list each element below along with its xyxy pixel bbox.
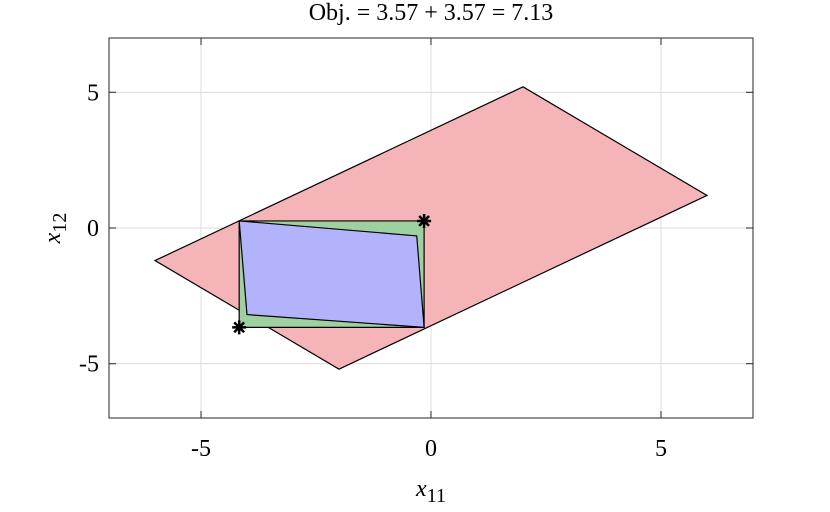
y-axis-label: x12	[40, 213, 71, 245]
star-marker	[232, 320, 247, 335]
x-axis-label-sub: 11	[427, 485, 446, 507]
x-tick-label: 0	[425, 436, 437, 462]
y-tick-label: -5	[79, 352, 99, 378]
y-tick-label: 5	[87, 80, 99, 106]
y-tick-label: 0	[87, 216, 99, 242]
x-axis-label: x11	[415, 476, 446, 507]
x-tick-label: 5	[655, 436, 667, 462]
chart-title: Obj. = 3.57 + 3.57 = 7.13	[309, 0, 554, 26]
y-axis-label-sub: 12	[49, 213, 71, 233]
axes-box	[108, 37, 754, 419]
polygon-region	[238, 220, 425, 328]
x-axis-label-base: x	[415, 476, 427, 502]
plot-area: -5 0 5 -5 0 5	[79, 38, 753, 462]
x-tick-label: -5	[191, 436, 211, 462]
y-axis-label-base: x	[40, 232, 66, 244]
star-marker	[417, 213, 432, 228]
